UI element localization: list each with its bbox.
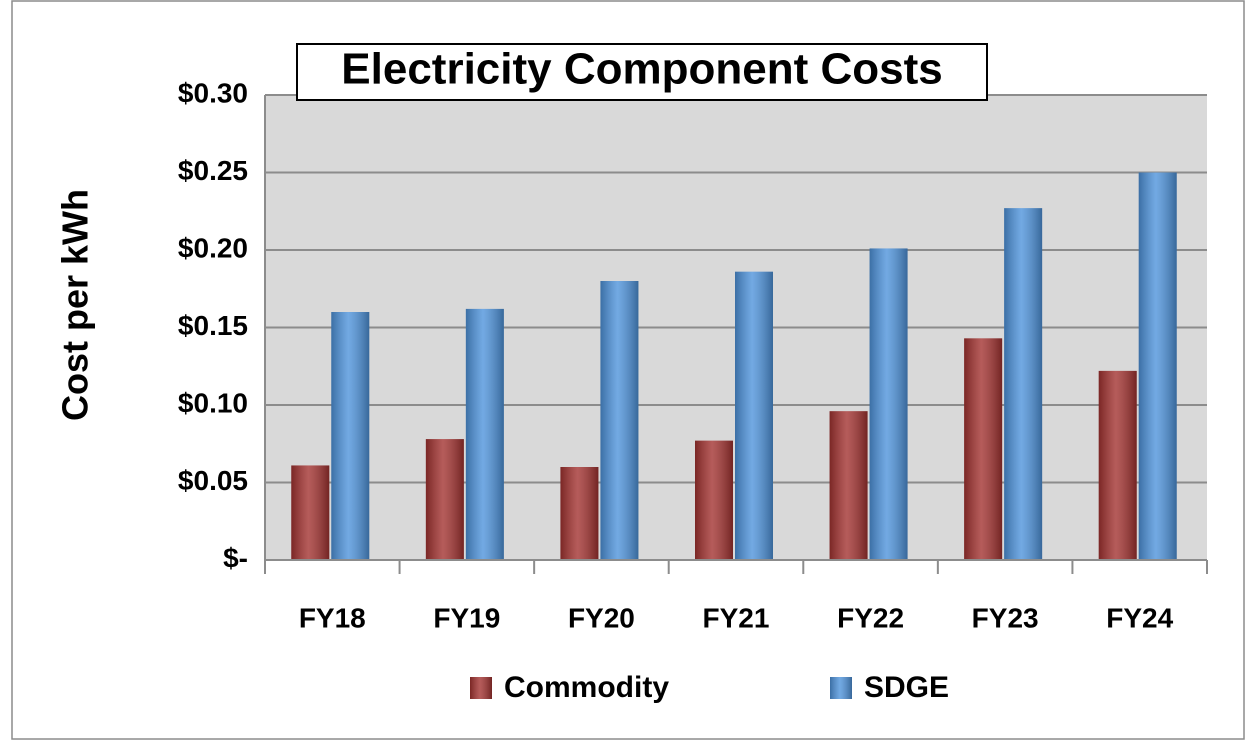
y-tick-label: $0.30 — [178, 77, 248, 108]
chart-title: Electricity Component Costs — [341, 45, 942, 94]
y-tick-label: $0.10 — [178, 387, 248, 418]
legend-swatch-shine — [830, 677, 852, 699]
bar-shine — [1138, 172, 1177, 560]
y-tick-label: $0.15 — [178, 310, 248, 341]
bar-shine — [331, 312, 370, 560]
bar-shine — [1098, 370, 1137, 560]
x-tick-label: FY19 — [433, 602, 500, 633]
x-tick-label: FY22 — [837, 602, 904, 633]
bar-shine — [465, 308, 504, 560]
x-tick-label: FY24 — [1106, 602, 1173, 633]
legend-label: SDGE — [864, 671, 949, 704]
bar-shine — [869, 248, 908, 560]
bar-shine — [425, 439, 464, 560]
bar-shine — [600, 281, 639, 560]
y-tick-label: $0.25 — [178, 155, 248, 186]
bar-shine — [560, 467, 599, 560]
y-axis-label: Cost per kWh — [55, 189, 96, 421]
y-tick-label: $- — [223, 542, 248, 573]
x-tick-label: FY18 — [299, 602, 366, 633]
bar-shine — [964, 338, 1003, 560]
y-tick-label: $0.20 — [178, 232, 248, 263]
bar-shine — [735, 271, 773, 560]
title-box — [296, 43, 988, 101]
bar-shine — [695, 440, 733, 560]
x-tick-label: FY23 — [972, 602, 1039, 633]
legend-label: Commodity — [504, 671, 669, 704]
x-tick-label: FY21 — [703, 602, 770, 633]
bar-shine — [1004, 208, 1043, 560]
bar-shine — [291, 465, 330, 560]
x-tick-label: FY20 — [568, 602, 635, 633]
legend-swatch-shine — [470, 677, 492, 699]
y-tick-label: $0.05 — [178, 465, 248, 496]
bar-shine — [829, 411, 868, 560]
